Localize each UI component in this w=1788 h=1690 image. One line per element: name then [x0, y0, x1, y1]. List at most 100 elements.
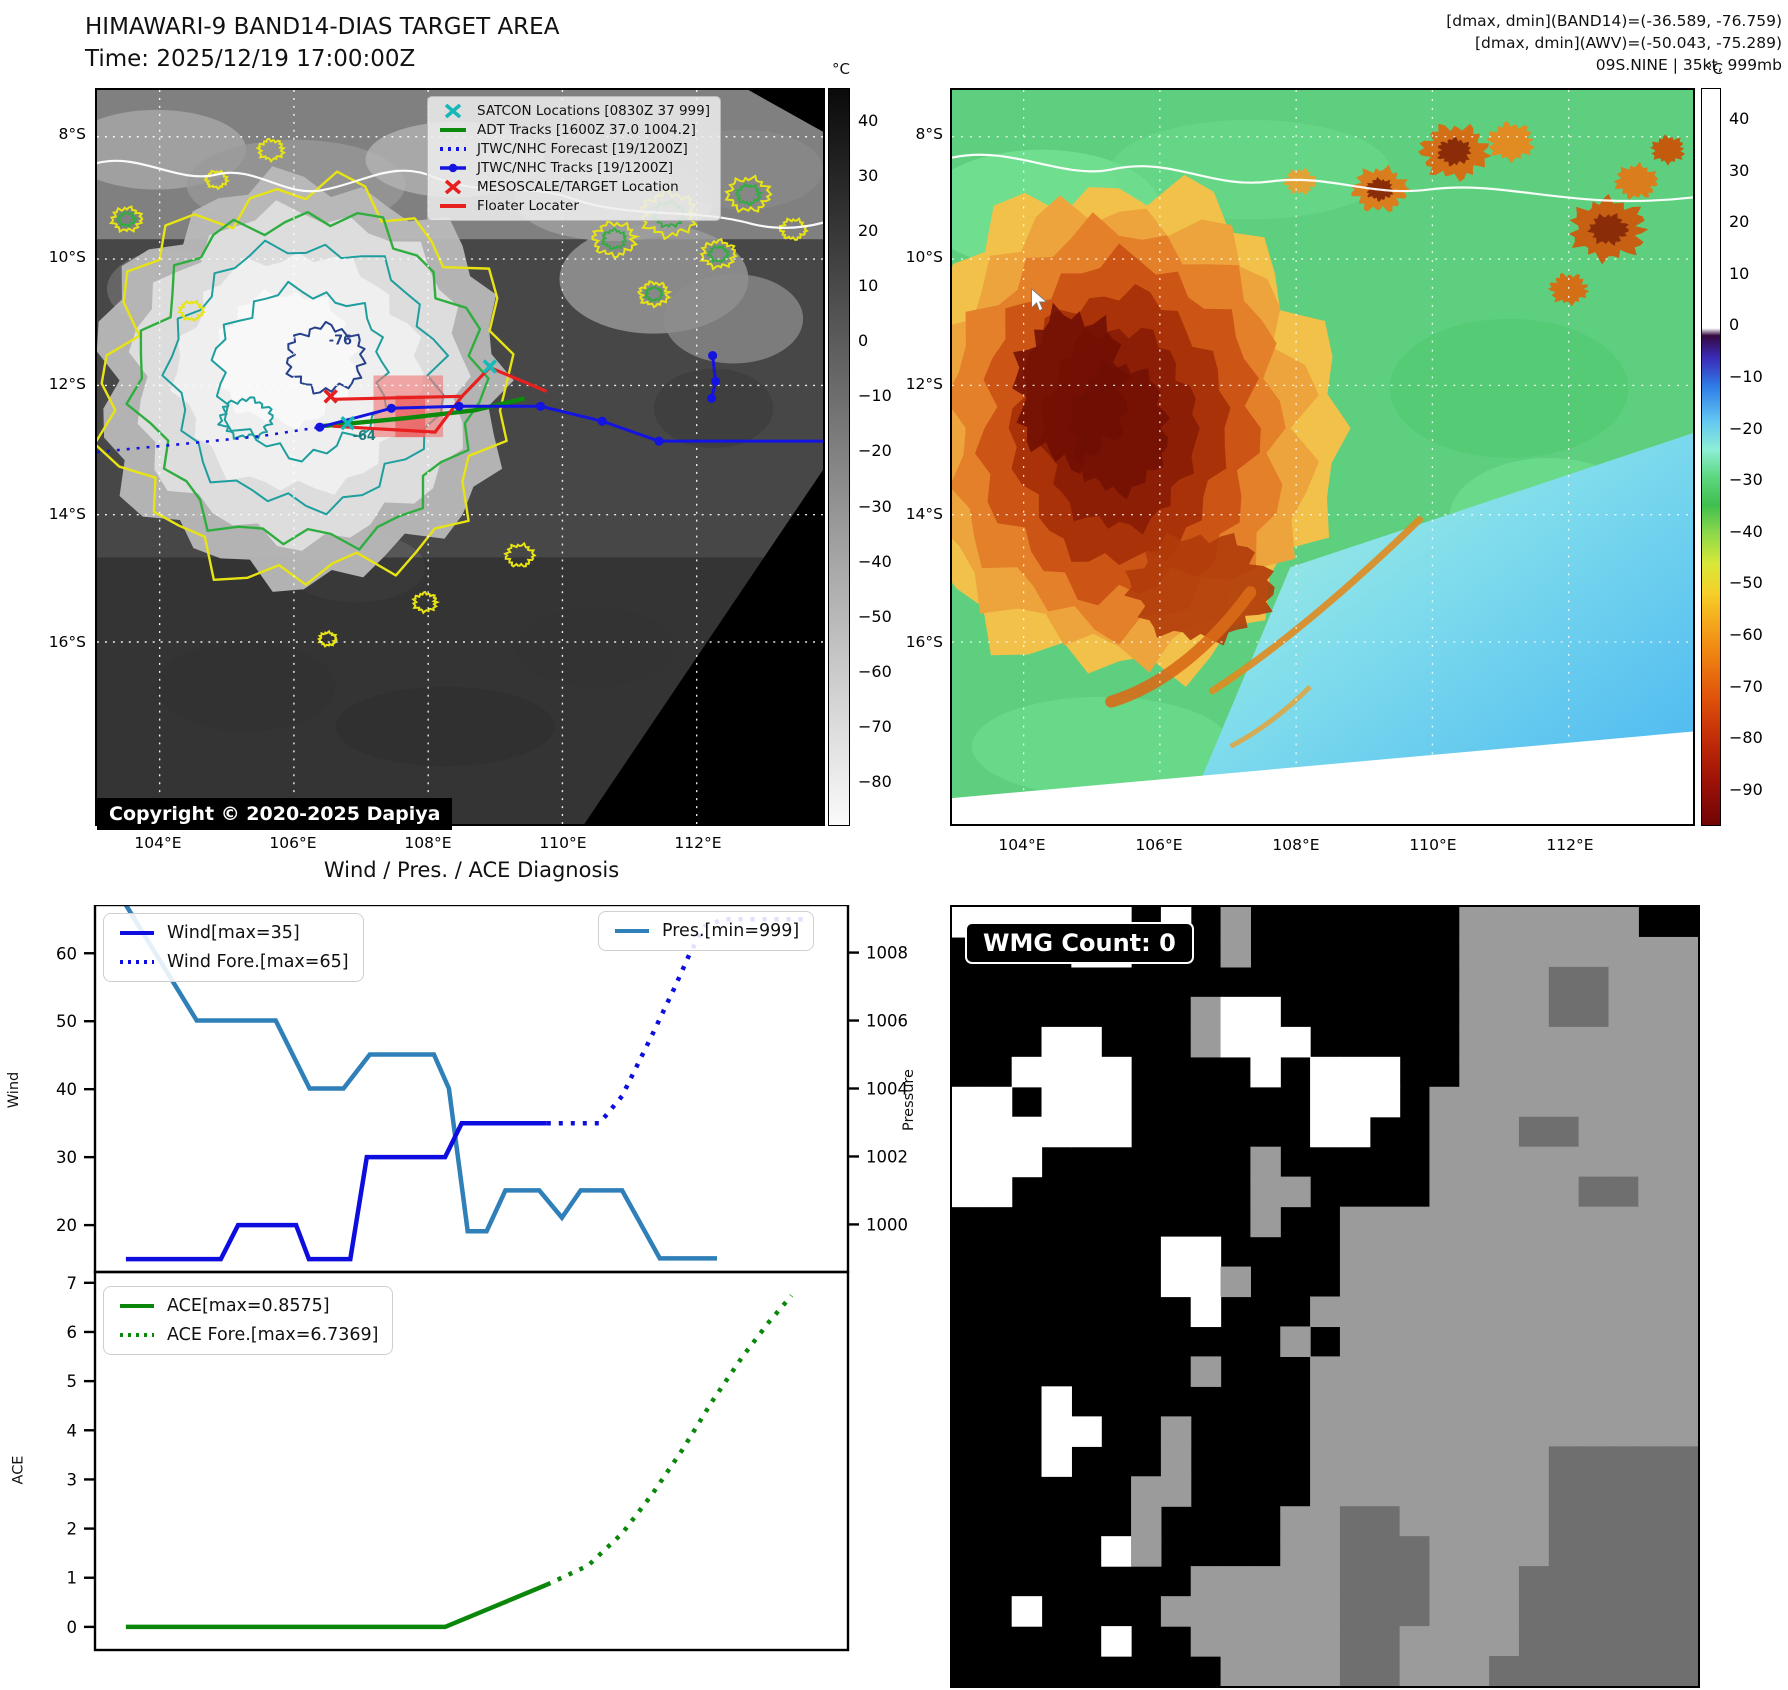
- wmg-cell: [1518, 1536, 1550, 1567]
- wmg-cell: [1489, 1416, 1520, 1447]
- wmg-cell: [1429, 1506, 1460, 1537]
- colorbar-tick-label: 40: [1729, 108, 1750, 128]
- wmg-cell: [1578, 1596, 1610, 1627]
- wmg-cell: [1578, 1416, 1610, 1447]
- header-annotation: [dmax, dmin](AWV)=(-50.043, -75.289): [1475, 34, 1782, 52]
- wmg-cell: [1339, 1536, 1371, 1567]
- wmg-cell: [1608, 1416, 1639, 1447]
- wind-legend: Wind[max=35] Wind Fore.[max=65]: [103, 913, 364, 982]
- wmg-count-badge: WMG Count: 0: [965, 922, 1194, 964]
- chart-legend-item: ACE Fore.[max=6.7369]: [118, 1325, 378, 1345]
- wmg-cell: [1578, 1506, 1610, 1537]
- wmg-cell: [1638, 1416, 1669, 1447]
- wmg-cell: [1280, 1176, 1311, 1208]
- map-legend-item: JTWC/NHC Forecast [19/1200Z]: [438, 141, 710, 157]
- y-tick-label: 4: [67, 1421, 78, 1440]
- wmg-cell: [1429, 1236, 1460, 1268]
- band14-map-legend: SATCON Locations [0830Z 37 999] ADT Track…: [427, 96, 721, 221]
- wmg-cell: [981, 1116, 1013, 1148]
- wmg-cell: [1578, 1266, 1610, 1298]
- wmg-cell: [1638, 1596, 1669, 1627]
- awv-colorbar-unit: °C: [1705, 60, 1723, 78]
- wmg-cell: [1160, 1596, 1192, 1627]
- wmg-cell: [981, 1176, 1013, 1208]
- wmg-cell: [1668, 1596, 1698, 1627]
- wmg-cell: [952, 1086, 983, 1118]
- wmg-cell: [1310, 1626, 1341, 1657]
- map-legend-item: SATCON Locations [0830Z 37 999]: [438, 103, 710, 119]
- lon-tick-label: 104°E: [998, 836, 1046, 854]
- wmg-cell: [1489, 1626, 1520, 1657]
- wmg-cell: [1369, 1476, 1401, 1507]
- wmg-cell: [1310, 1536, 1341, 1567]
- awv-map-panel: [950, 88, 1695, 826]
- colorbar-tick-label: 30: [1729, 160, 1750, 180]
- wmg-cell: [1459, 966, 1490, 998]
- wmg-cell: [1668, 1416, 1698, 1447]
- wmg-cell: [1489, 1266, 1520, 1298]
- wmg-cell: [1220, 996, 1251, 1028]
- lat-tick-label: 14°S: [48, 505, 86, 523]
- lat-tick-label: 16°S: [48, 633, 86, 651]
- wmg-cell: [1011, 1116, 1043, 1148]
- colorbar-tick-label: 20: [1729, 212, 1750, 232]
- lon-tick-label: 110°E: [1409, 836, 1457, 854]
- wmg-cell: [1548, 996, 1580, 1028]
- wmg-cell: [1608, 1566, 1639, 1597]
- wmg-cell: [1310, 1356, 1341, 1387]
- wmg-cell: [1339, 1206, 1371, 1238]
- wmg-cell: [1668, 1476, 1698, 1507]
- wmg-cell: [1429, 1116, 1460, 1148]
- wmg-cell: [1429, 1566, 1460, 1597]
- wind-axis-label: Wind: [6, 1071, 23, 1109]
- wmg-cell: [1459, 1566, 1490, 1597]
- wmg-cell: [1518, 1326, 1550, 1357]
- wmg-cell: [1280, 1326, 1311, 1357]
- wmg-cell: [1339, 1266, 1371, 1298]
- wmg-cell: [1369, 1326, 1401, 1357]
- wmg-cell: [1638, 1386, 1669, 1417]
- wmg-cell: [1638, 966, 1669, 998]
- wmg-cell: [1578, 1206, 1610, 1238]
- lat-tick-label: 10°S: [905, 248, 943, 266]
- wmg-cell: [1668, 1656, 1698, 1686]
- wmg-cell: [1310, 1566, 1341, 1597]
- map-legend-item: ADT Tracks [1600Z 37.0 1004.2]: [438, 122, 710, 138]
- wmg-cell: [1310, 1056, 1341, 1088]
- lon-tick-label: 112°E: [1546, 836, 1594, 854]
- wmg-cell: [1459, 1296, 1490, 1328]
- wmg-cell: [1518, 1176, 1550, 1208]
- wmg-cell: [1399, 1356, 1431, 1387]
- legend-marker-line-icon: [440, 204, 466, 208]
- colorbar-tick-label: −80: [858, 771, 892, 791]
- wmg-cell: [1459, 1206, 1490, 1238]
- wmg-cell: [1638, 1266, 1669, 1298]
- wmg-cell: [1578, 966, 1610, 998]
- header-annotation: [dmax, dmin](BAND14)=(-36.589, -76.759): [1446, 12, 1782, 30]
- wmg-cell: [1638, 1476, 1669, 1507]
- wmg-cell: [1429, 1296, 1460, 1328]
- chart-legend-item: ACE[max=0.8575]: [118, 1296, 378, 1316]
- wmg-cell: [1399, 1626, 1431, 1657]
- lat-tick-label: 8°S: [915, 125, 943, 143]
- y2-tick-label: 1002: [866, 1147, 908, 1166]
- wmg-cell: [1668, 1566, 1698, 1597]
- wmg-cell: [1429, 1326, 1460, 1357]
- wmg-cell: [952, 1176, 983, 1208]
- wmg-cell: [1489, 1056, 1520, 1088]
- wmg-cell: [1608, 1296, 1639, 1328]
- legend-marker-line-dot-icon: [440, 163, 466, 173]
- wmg-cell: [1518, 1356, 1550, 1387]
- wmg-cell: [1011, 1146, 1043, 1178]
- wmg-cell: [1280, 1656, 1311, 1686]
- wmg-cell: [1339, 1566, 1371, 1597]
- wmg-cell: [1339, 1236, 1371, 1268]
- wmg-cell: [1518, 966, 1550, 998]
- lon-tick-label: 108°E: [404, 834, 452, 852]
- colorbar-tick-label: 0: [858, 331, 869, 351]
- wmg-cell: [1429, 1176, 1460, 1208]
- wmg-cell: [1548, 1656, 1580, 1686]
- colorbar-tick-label: −10: [1729, 367, 1763, 386]
- wmg-cell: [1429, 1206, 1460, 1238]
